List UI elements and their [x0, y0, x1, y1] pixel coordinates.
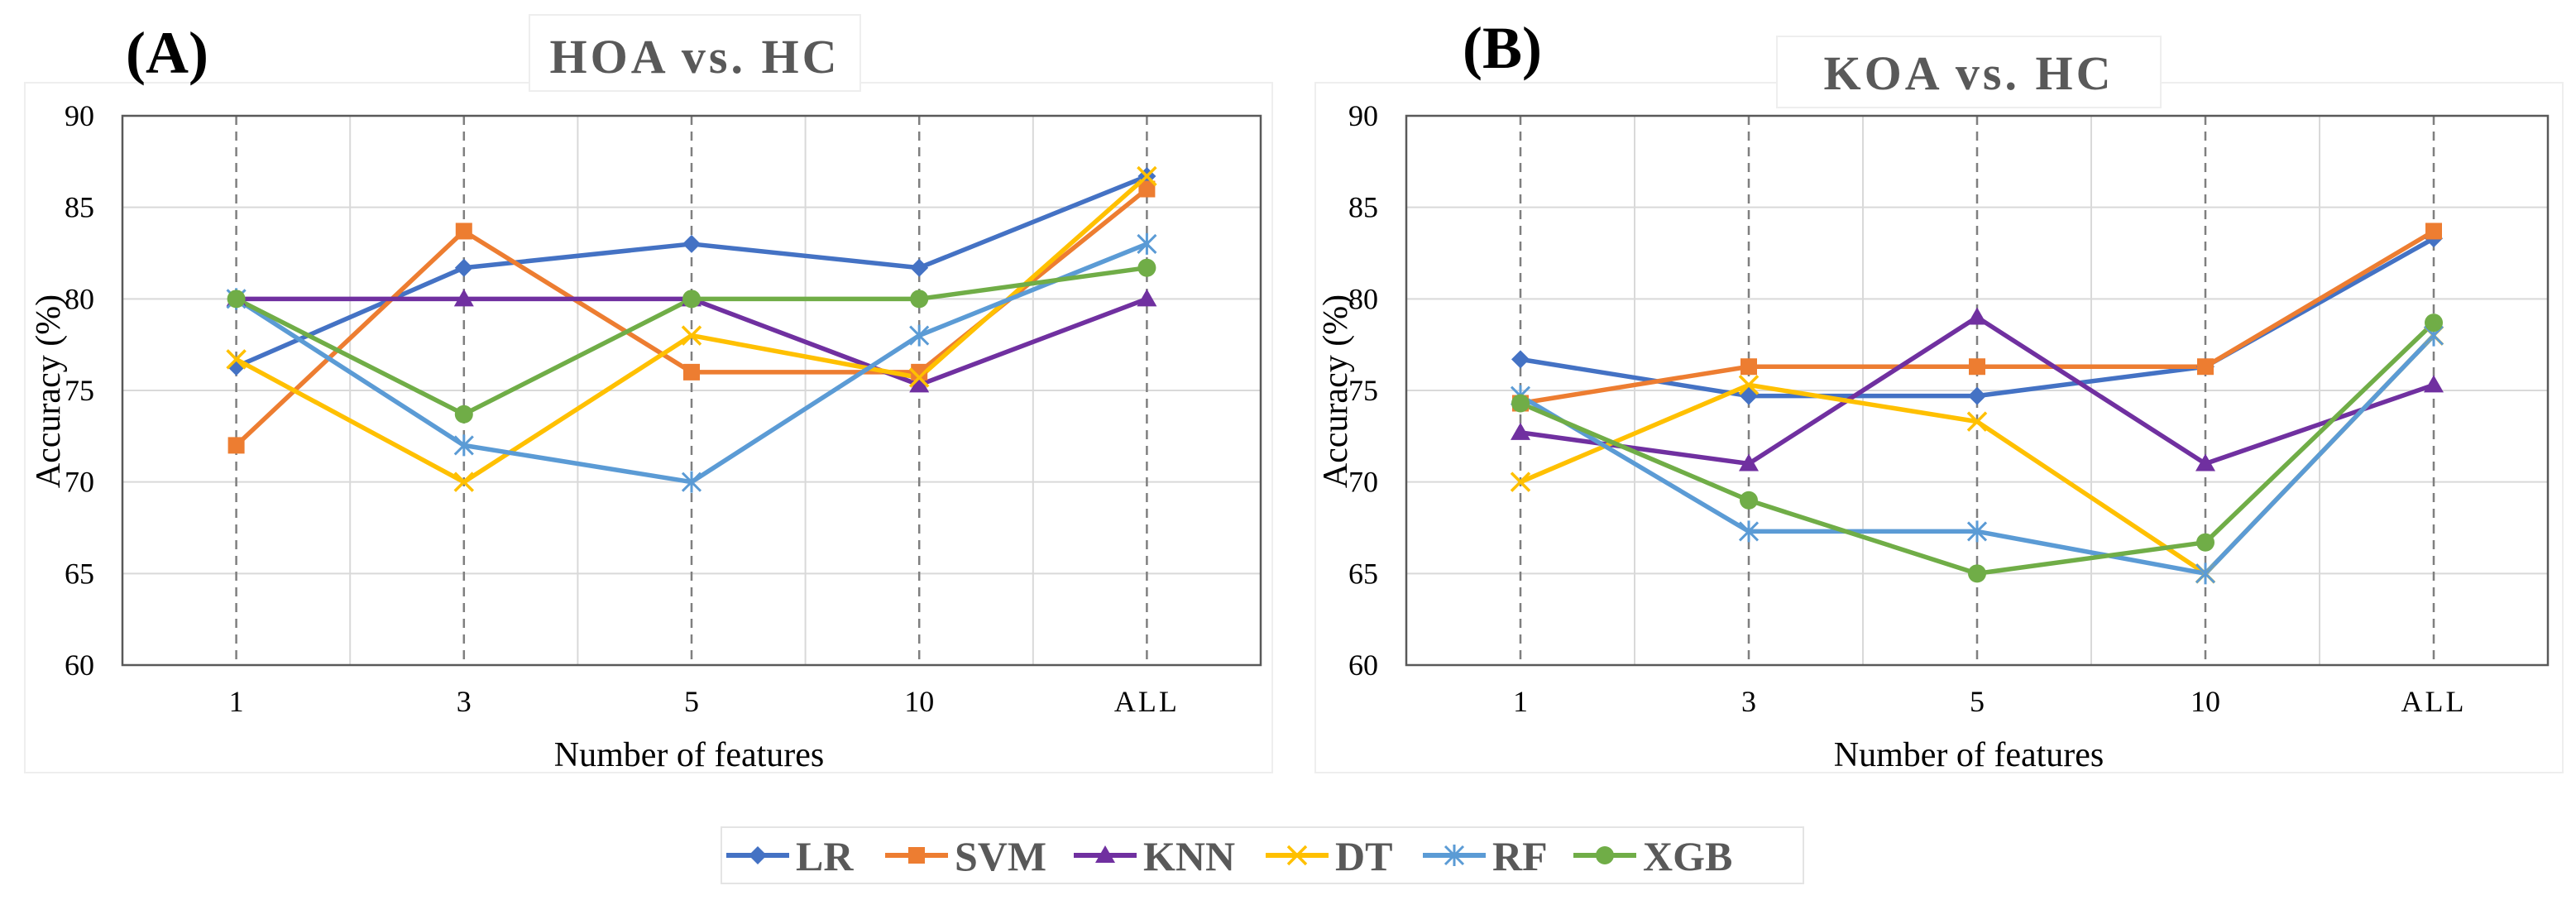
panel-b-point-svm: [1969, 358, 1985, 376]
legend-marker-rf: [1444, 845, 1465, 866]
panel-a-title: HOA vs. HC: [550, 30, 840, 84]
panel-a-point-svm: [227, 437, 245, 454]
panel-a-y-tick-label: 65: [65, 557, 94, 590]
panel-a-point-knn: [453, 289, 474, 307]
panel-b-title: KOA vs. HC: [1824, 46, 2114, 100]
panel-a-point-knn: [909, 375, 930, 393]
panel-a-x-tick-label: 3: [457, 685, 472, 718]
panel-a-point-xgb: [682, 290, 701, 309]
panel-a-point-dt: [908, 367, 930, 388]
legend-label-lr: LR: [796, 833, 854, 879]
legend-marker-lr: [749, 846, 767, 864]
panel-b-point-knn: [1739, 453, 1759, 472]
panel-a-y-tick-label: 60: [65, 649, 94, 682]
panel-b-y-tick-label: 80: [1348, 282, 1378, 315]
panel-b-point-lr: [1968, 386, 1986, 405]
panel-a-point-svm: [911, 363, 928, 381]
panel-a-point-lr: [682, 234, 701, 253]
panel-a-point-rf: [681, 471, 702, 493]
panel-b-point-xgb: [1511, 394, 1530, 413]
panel-b-y-tick-label: 85: [1348, 191, 1378, 224]
panel-b-point-dt: [1738, 375, 1760, 395]
panel-b-ylabel: Accuracy (%): [1317, 294, 1355, 488]
panel-b-x-tick-label: 1: [1513, 685, 1528, 718]
panel-a-chart: (A) HOA vs. HC Number of features Accura…: [24, 14, 1273, 774]
panel-a-point-dt: [453, 472, 475, 492]
panel-b-label: (B): [1463, 15, 1542, 81]
legend-label-knn: KNN: [1143, 833, 1235, 879]
panel-b-point-svm: [2197, 358, 2214, 376]
panel-b-y-tick-label: 70: [1348, 466, 1378, 499]
panel-b-y-tick-label: 90: [1348, 99, 1378, 132]
panel-a-x-tick-label: ALL: [1114, 685, 1180, 718]
panel-a-y-tick-label: 85: [65, 191, 94, 224]
panel-b-point-xgb: [1968, 564, 1986, 583]
panel-a-point-xgb: [454, 405, 473, 424]
panel-a-point-dt: [226, 349, 247, 370]
panel-a-y-tick-label: 75: [65, 374, 94, 407]
panel-a-point-xgb: [227, 290, 246, 309]
panel-a-point-dt: [1137, 165, 1157, 187]
panel-a-point-svm: [683, 363, 700, 381]
panel-a-x-tick-label: 5: [684, 685, 699, 718]
panel-b-point-xgb: [2425, 314, 2443, 333]
legend-marker-dt: [1286, 845, 1308, 866]
panel-a-label: (A): [126, 20, 208, 86]
legend-label-xgb: XGB: [1643, 833, 1732, 879]
panel-a-y-tick-label: 80: [65, 282, 94, 315]
panel-a-point-xgb: [1137, 258, 1156, 277]
panel-b-x-tick-label: ALL: [2401, 685, 2467, 718]
panel-b-point-dt: [1510, 472, 1531, 492]
panel-b-point-knn: [1511, 422, 1530, 440]
panel-b-point-xgb: [2196, 533, 2214, 552]
panel-b-xlabel: Number of features: [1834, 736, 2104, 774]
panel-a-point-svm: [1138, 180, 1156, 198]
panel-a-y-tick-label: 70: [65, 466, 94, 499]
panel-b-point-rf: [2195, 562, 2216, 585]
panel-a-point-lr: [910, 258, 929, 277]
panel-b-y-tick-label: 60: [1348, 649, 1378, 682]
panel-b-point-lr: [1511, 350, 1530, 369]
panel-a-point-svm: [455, 223, 472, 240]
panel-b-chart: (B) KOA vs. HC Number of features Accura…: [1314, 15, 2564, 774]
panel-a-ylabel: Accuracy (%): [30, 294, 68, 488]
panel-a-point-rf: [453, 434, 474, 457]
panel-b-point-dt: [1966, 411, 1988, 432]
panel-a-point-rf: [909, 324, 930, 347]
panel-b-x-tick-label: 3: [1741, 685, 1756, 718]
panel-b-plot-frame: [1405, 114, 2550, 667]
panel-a-point-knn: [1137, 289, 1157, 307]
panel-b-point-svm: [1740, 358, 1757, 376]
legend: LR SVM KNN DT RF XGB: [721, 826, 1804, 884]
legend-marker-svm: [908, 847, 925, 864]
panel-a-point-xgb: [910, 290, 929, 309]
panel-a-plot-frame: [121, 114, 1262, 667]
panel-a-point-rf: [1137, 232, 1157, 255]
legend-label-dt: DT: [1335, 833, 1392, 879]
legend-label-svm: SVM: [955, 833, 1046, 879]
panel-a-xlabel: Number of features: [554, 736, 825, 774]
panel-a-point-lr: [454, 258, 473, 277]
legend-marker-xgb: [1596, 846, 1614, 864]
panel-a-point-dt: [681, 325, 702, 346]
panel-a-x-tick-label: 1: [229, 685, 244, 718]
legend-marker-knn: [1095, 845, 1115, 863]
panel-b-y-tick-label: 75: [1348, 374, 1378, 407]
legend-label-rf: RF: [1492, 833, 1548, 879]
panel-b-point-rf: [1738, 520, 1760, 543]
panel-b-point-knn: [2195, 453, 2215, 472]
panel-b-point-xgb: [1740, 491, 1758, 510]
panel-b-x-tick-label: 5: [1970, 685, 1985, 718]
panel-b-point-rf: [1966, 520, 1988, 543]
panel-b-x-tick-label: 10: [2191, 685, 2220, 718]
panel-b-y-tick-label: 65: [1348, 557, 1378, 590]
panel-a-x-tick-label: 10: [904, 685, 934, 718]
panel-b-point-svm: [2425, 223, 2442, 240]
panel-b-point-knn: [1967, 307, 1987, 325]
panel-a-y-tick-label: 90: [65, 99, 94, 132]
panel-b-point-knn: [2424, 375, 2444, 393]
